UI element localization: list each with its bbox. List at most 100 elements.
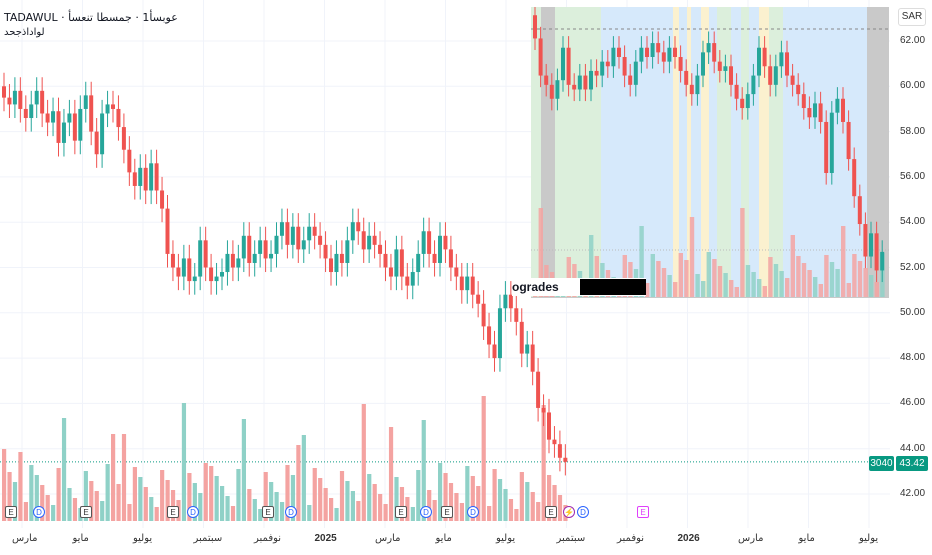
regime-band (741, 7, 749, 297)
candle-body (533, 15, 537, 39)
volume-bar (492, 469, 497, 521)
candle-body (547, 412, 551, 440)
time-axis-label: مارس (12, 533, 38, 544)
time-axis-label: مايو (72, 533, 89, 544)
volume-bar (350, 491, 355, 521)
price-axis-label: 62.00 (900, 35, 926, 46)
candle-body (263, 240, 268, 259)
candle-body (869, 233, 873, 257)
volume-bar (181, 403, 187, 521)
volume-bar (552, 485, 557, 521)
candle-body (279, 222, 284, 236)
volume-bar (149, 497, 154, 521)
volume-bar (678, 253, 683, 297)
split-icon[interactable]: ⚡ (563, 506, 575, 518)
volume-bar (399, 487, 405, 521)
candle-body (807, 108, 812, 118)
earnings-icon[interactable]: E (80, 506, 92, 518)
earnings-icon[interactable]: E (395, 506, 407, 518)
time-axis-label: نوفمبر (617, 533, 645, 544)
earnings-icon[interactable]: E (545, 506, 557, 518)
volume-bar (661, 268, 667, 297)
volume-bar (818, 284, 823, 297)
candle-body (723, 66, 728, 71)
volume-bar (695, 274, 700, 297)
candle-body (454, 267, 459, 277)
candle-body (149, 163, 154, 191)
dividend-icon[interactable]: D (577, 506, 589, 518)
currency-button[interactable]: SAR (898, 8, 926, 26)
candle-body (645, 47, 649, 57)
time-axis-label: 2026 (677, 533, 700, 544)
dividend-icon[interactable]: D (420, 506, 432, 518)
candle-body (105, 104, 110, 114)
candle-body (399, 249, 404, 277)
volume-bar (541, 405, 546, 521)
candle-body (111, 104, 115, 109)
price-axis[interactable] (890, 0, 932, 530)
candle-body (538, 38, 543, 76)
regime-band (769, 7, 783, 297)
candle-body (367, 235, 372, 250)
candle-body (187, 258, 192, 282)
candle-body (443, 235, 448, 250)
volume-bar (790, 235, 795, 297)
volume-bar (89, 481, 94, 521)
earnings-icon[interactable]: E (637, 506, 649, 518)
regime-band (687, 7, 691, 297)
volume-bar (241, 419, 246, 521)
volume-bar (459, 503, 464, 521)
volume-bar (334, 508, 339, 521)
candle-body (706, 43, 711, 53)
candle-body (549, 84, 554, 99)
dividend-icon[interactable]: D (285, 506, 297, 518)
candle-body (611, 47, 616, 67)
candle-body (143, 167, 148, 191)
earnings-icon[interactable]: E (5, 506, 17, 518)
candle-body (40, 90, 45, 114)
candle-body (432, 253, 437, 263)
candle-body (170, 253, 175, 268)
volume-bar (857, 261, 863, 297)
volume-bar (51, 505, 56, 521)
dividend-icon[interactable]: D (33, 506, 45, 518)
candle-body (762, 47, 767, 67)
candle-body (824, 121, 829, 173)
volume-bar (427, 490, 432, 521)
candle-body (318, 235, 323, 245)
volume-bar (116, 484, 121, 521)
volume-bar (263, 472, 268, 521)
volume-bar (538, 208, 543, 297)
candle-body (628, 75, 633, 85)
candle-body (633, 61, 638, 85)
volume-bar (94, 491, 99, 521)
candle-body (230, 253, 235, 268)
volume-bar (432, 500, 437, 521)
volume-bar (388, 427, 394, 521)
volume-bar (852, 254, 857, 297)
candle-body (544, 75, 549, 85)
time-axis-label: مارس (375, 533, 401, 544)
candle-body (863, 224, 868, 257)
volume-bar (12, 482, 18, 521)
volume-bar (717, 266, 723, 297)
volume-bar (356, 501, 361, 521)
volume-bar (410, 507, 415, 521)
candle-body (779, 52, 784, 67)
dividend-icon[interactable]: D (187, 506, 199, 518)
inset-chart-panel (531, 7, 889, 298)
regime-band (691, 7, 701, 297)
earnings-icon[interactable]: E (167, 506, 179, 518)
candle-body (67, 113, 72, 123)
dividend-icon[interactable]: D (467, 506, 479, 518)
candle-body (181, 258, 186, 277)
candle-body (880, 251, 885, 271)
candle-body (487, 326, 492, 345)
price-axis-label: 42.00 (900, 488, 926, 499)
earnings-icon[interactable]: E (441, 506, 453, 518)
earnings-icon[interactable]: E (262, 506, 274, 518)
candle-body (405, 276, 410, 286)
candle-body (661, 52, 666, 62)
